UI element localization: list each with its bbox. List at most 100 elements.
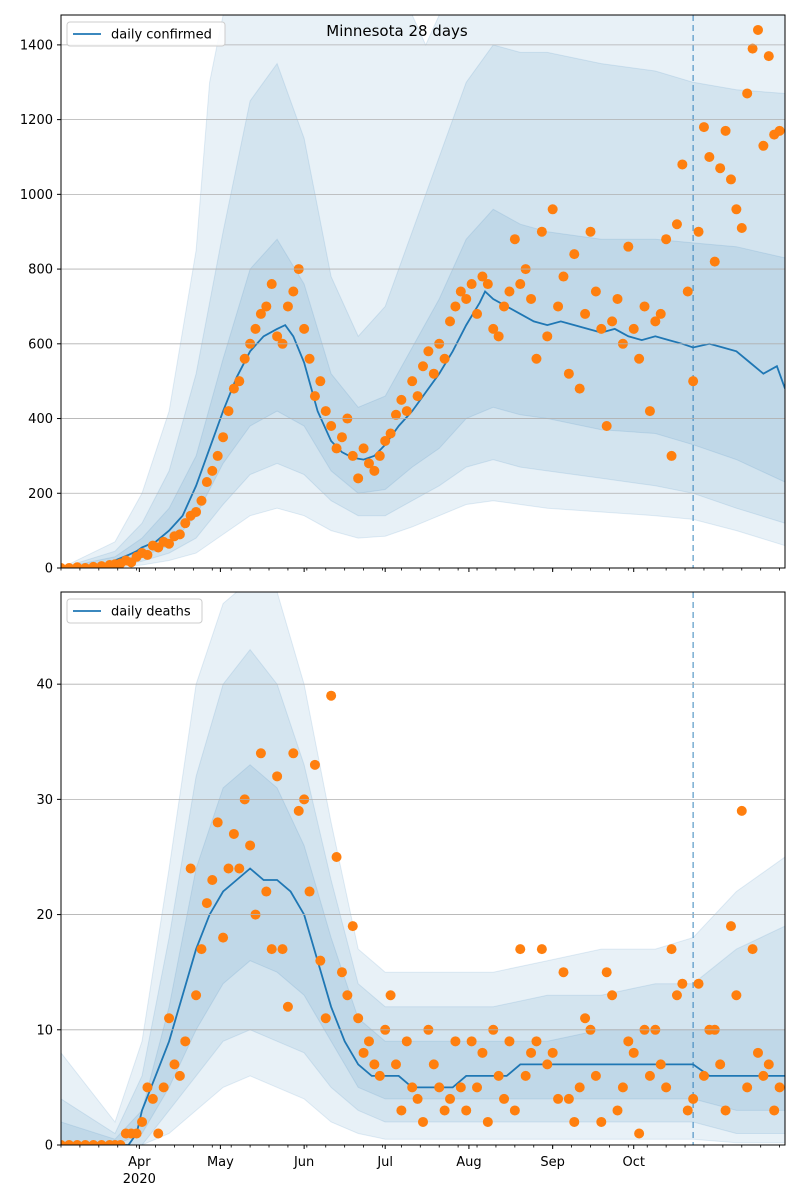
data-point bbox=[64, 1140, 75, 1145]
data-point bbox=[80, 563, 91, 568]
data-point bbox=[634, 1128, 645, 1139]
data-point bbox=[299, 323, 310, 334]
data-point bbox=[671, 219, 682, 230]
data-point bbox=[612, 293, 623, 304]
data-point bbox=[720, 125, 731, 136]
data-point bbox=[218, 932, 229, 943]
data-point bbox=[64, 563, 75, 568]
data-point bbox=[682, 286, 693, 297]
data-point bbox=[709, 256, 720, 267]
data-point bbox=[585, 226, 596, 237]
data-point bbox=[288, 286, 299, 297]
data-point bbox=[353, 473, 364, 484]
data-point bbox=[158, 1082, 169, 1093]
data-point bbox=[482, 1116, 493, 1127]
data-point bbox=[96, 1140, 107, 1145]
data-point bbox=[774, 125, 785, 136]
data-point bbox=[553, 301, 564, 312]
data-point bbox=[509, 1105, 520, 1116]
plot-area bbox=[61, 592, 785, 1145]
legend: daily deaths bbox=[66, 598, 203, 624]
data-point bbox=[174, 529, 185, 540]
data-point bbox=[693, 226, 704, 237]
legend-box bbox=[66, 598, 203, 624]
data-point bbox=[655, 1059, 666, 1070]
data-point bbox=[115, 1140, 126, 1145]
data-point bbox=[493, 331, 504, 342]
data-point bbox=[261, 301, 272, 312]
data-point bbox=[72, 1140, 83, 1145]
data-point bbox=[482, 279, 493, 290]
data-point bbox=[455, 286, 466, 297]
data-point bbox=[493, 1070, 504, 1081]
data-point bbox=[682, 1105, 693, 1116]
data-point bbox=[688, 1093, 699, 1104]
data-point bbox=[666, 944, 677, 955]
data-point bbox=[336, 432, 347, 443]
data-point bbox=[639, 301, 650, 312]
data-point bbox=[515, 944, 526, 955]
data-point bbox=[617, 1082, 628, 1093]
data-point bbox=[228, 383, 239, 394]
data-point bbox=[612, 1105, 623, 1116]
data-point bbox=[180, 1036, 191, 1047]
data-point bbox=[509, 234, 520, 245]
data-point bbox=[137, 1116, 148, 1127]
data-point bbox=[255, 308, 266, 319]
data-point bbox=[634, 353, 645, 364]
data-point bbox=[758, 1070, 769, 1081]
top-panel: 0 200 400 600 800 1000 1200 1400 daily confirmed bbox=[20, 14, 786, 577]
data-point bbox=[245, 840, 256, 851]
legend-label: daily confirmed bbox=[111, 28, 212, 43]
data-point bbox=[515, 279, 526, 290]
data-point bbox=[196, 944, 207, 955]
data-point bbox=[563, 368, 574, 379]
data-point bbox=[769, 1105, 780, 1116]
data-point bbox=[542, 1059, 553, 1070]
data-point bbox=[574, 383, 585, 394]
data-point bbox=[461, 293, 472, 304]
data-point bbox=[504, 1036, 515, 1047]
data-point bbox=[385, 428, 396, 439]
data-point bbox=[353, 1013, 364, 1024]
data-point bbox=[309, 759, 320, 770]
data-point bbox=[320, 1013, 331, 1024]
data-point bbox=[725, 174, 736, 185]
data-point bbox=[304, 353, 315, 364]
data-point bbox=[369, 465, 380, 476]
data-point bbox=[763, 1059, 774, 1070]
data-point bbox=[88, 1140, 99, 1145]
y-tick-label: 20 bbox=[36, 908, 53, 923]
data-point bbox=[282, 301, 293, 312]
data-point bbox=[80, 1140, 91, 1145]
data-point bbox=[428, 368, 439, 379]
data-point bbox=[380, 435, 391, 446]
data-point bbox=[131, 1128, 142, 1139]
data-point bbox=[569, 249, 580, 260]
data-point bbox=[731, 990, 742, 1001]
data-point bbox=[174, 1070, 185, 1081]
data-point bbox=[553, 1093, 564, 1104]
data-point bbox=[164, 538, 175, 549]
data-point bbox=[526, 293, 537, 304]
data-point bbox=[596, 323, 607, 334]
data-point bbox=[191, 506, 202, 517]
data-point bbox=[590, 286, 601, 297]
data-point bbox=[96, 561, 107, 568]
data-point bbox=[531, 1036, 542, 1047]
data-point bbox=[255, 748, 266, 759]
median-line bbox=[61, 867, 785, 1145]
data-point bbox=[272, 331, 283, 342]
data-point bbox=[445, 316, 456, 327]
x-tick-label: Sep bbox=[540, 1155, 565, 1170]
data-point bbox=[569, 1116, 580, 1127]
plot-area bbox=[61, 15, 785, 568]
data-point bbox=[326, 690, 337, 701]
data-point bbox=[228, 828, 239, 839]
data-point bbox=[445, 1093, 456, 1104]
y-tick-label: 0 bbox=[45, 562, 53, 577]
data-point bbox=[363, 458, 374, 469]
data-point bbox=[666, 450, 677, 461]
data-point bbox=[661, 1082, 672, 1093]
